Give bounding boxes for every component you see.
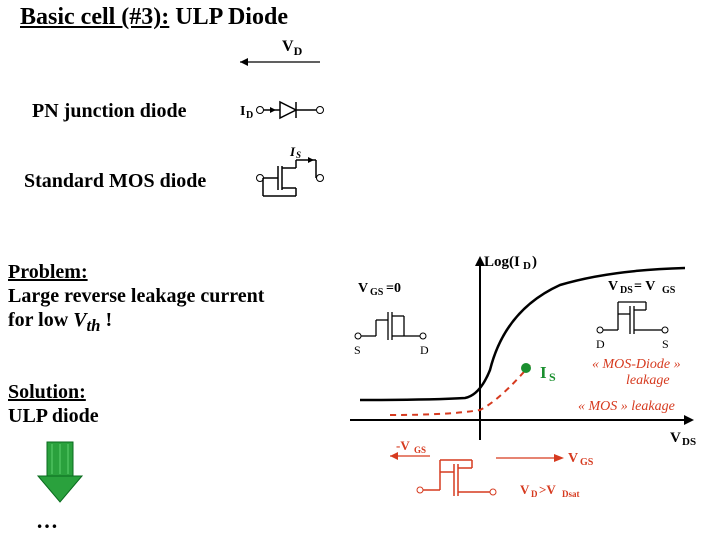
- svg-text:GS: GS: [414, 445, 426, 455]
- svg-text:D: D: [531, 489, 538, 499]
- svg-text:I: I: [540, 363, 547, 382]
- page-title: Basic cell (#3): ULP Diode: [20, 4, 288, 31]
- problem-block: Problem: Large reverse leakage current f…: [8, 260, 264, 336]
- svg-text:D: D: [596, 337, 605, 351]
- solution-header: Solution:: [8, 381, 86, 403]
- solution-line1: ULP diode: [8, 405, 99, 427]
- svg-text:I: I: [289, 144, 296, 159]
- svg-text:V: V: [670, 430, 681, 446]
- svg-text:leakage: leakage: [626, 373, 670, 388]
- svg-text:« MOS » leakage: « MOS » leakage: [578, 399, 675, 414]
- svg-text:V: V: [358, 281, 368, 296]
- svg-text:= V: = V: [634, 279, 655, 294]
- pn-junction-label: PN junction diode: [32, 100, 186, 123]
- title-rest: ULP Diode: [169, 4, 288, 30]
- svg-text:V: V: [568, 451, 578, 466]
- svg-text:Dsat: Dsat: [562, 489, 580, 499]
- svg-text:GS: GS: [662, 285, 676, 296]
- svg-text:>V: >V: [539, 482, 556, 497]
- svg-text:« MOS-Diode »: « MOS-Diode »: [592, 357, 681, 372]
- svg-text:): ): [532, 254, 537, 270]
- svg-text:D: D: [246, 110, 253, 121]
- standard-mos-label: Standard MOS diode: [24, 170, 206, 193]
- ellipsis: …: [36, 508, 58, 534]
- svg-text:-V: -V: [396, 438, 410, 453]
- svg-text:V: V: [608, 279, 618, 294]
- svg-text:GS: GS: [370, 287, 384, 298]
- solution-block: Solution: ULP diode: [8, 380, 99, 428]
- problem-line1: Large reverse leakage current: [8, 285, 264, 307]
- svg-text:S: S: [354, 343, 361, 357]
- problem-header: Problem:: [8, 261, 88, 283]
- down-arrow-icon: [30, 440, 90, 510]
- svg-text:I: I: [240, 104, 245, 119]
- title-underlined: Basic cell (#3):: [20, 4, 169, 30]
- svg-text:D: D: [523, 260, 531, 272]
- svg-text:DS: DS: [620, 285, 633, 296]
- svg-text:=0: =0: [386, 281, 401, 296]
- svg-text:GS: GS: [580, 457, 594, 468]
- svg-text:S: S: [662, 337, 669, 351]
- circuit-symbols: I D I S: [230, 50, 370, 210]
- svg-text:Log(I: Log(I: [484, 254, 520, 270]
- svg-text:S: S: [549, 370, 556, 384]
- iv-curve-diagram: Log(I D ) V DS I S V GS =0 S: [330, 250, 710, 530]
- svg-text:S: S: [296, 150, 301, 160]
- svg-text:D: D: [420, 343, 429, 357]
- svg-text:V: V: [520, 482, 530, 497]
- svg-text:DS: DS: [682, 436, 696, 448]
